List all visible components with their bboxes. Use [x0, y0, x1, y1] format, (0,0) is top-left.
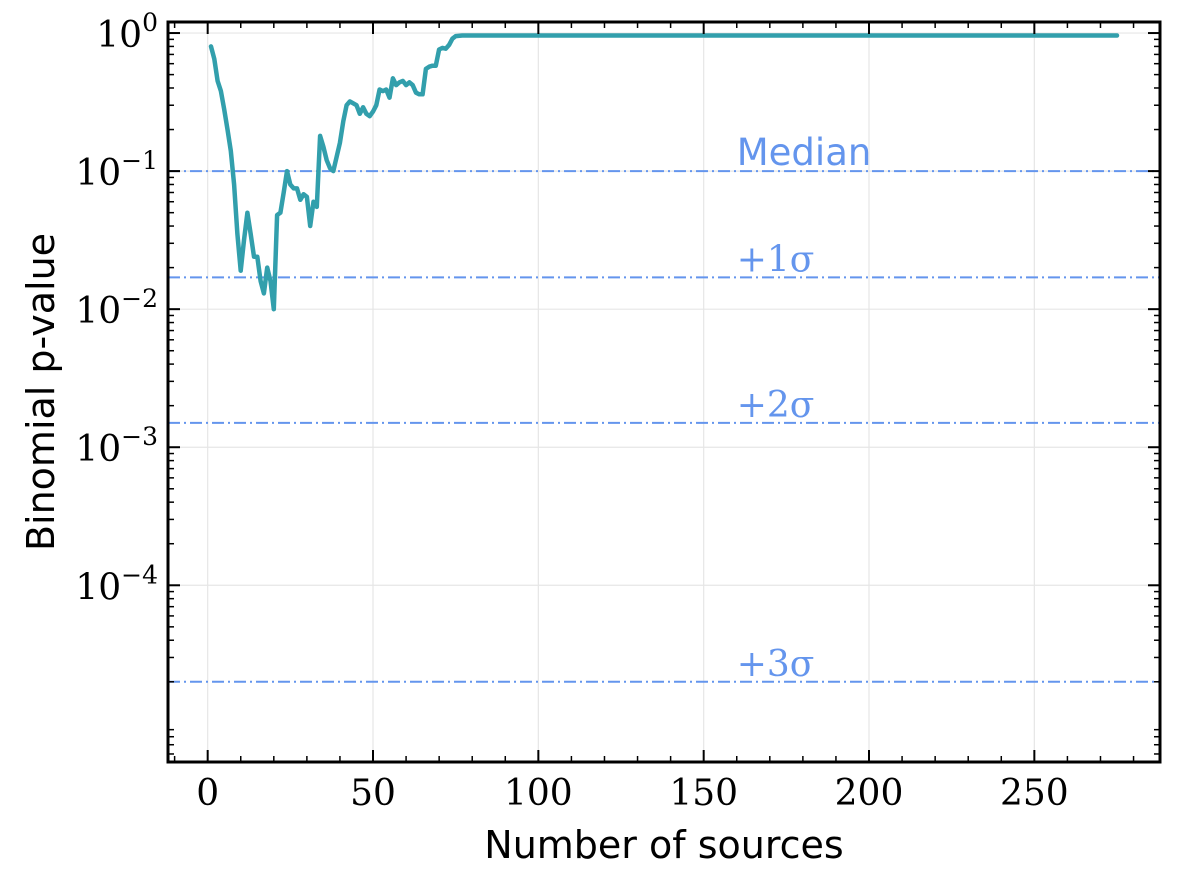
x-axis-title: Number of sources [484, 823, 843, 867]
y-axis-title: Binomial p-value [19, 233, 63, 551]
y-tick-exponent: 0 [142, 8, 158, 37]
reference-lines: Median +1σ +2σ +3σ [168, 131, 1160, 685]
series-line [208, 33, 1120, 312]
y-tick-label: 100 [96, 8, 158, 56]
y-tick-label: 10−3 [75, 422, 158, 470]
y-tick-exponent: −1 [121, 146, 158, 175]
plot-frame [166, 20, 1162, 764]
y-tick-base: 10 [75, 153, 121, 194]
y-tick-label: 10−4 [75, 560, 158, 608]
x-tick-label: 250 [1000, 773, 1069, 814]
y-tick-label: 10−1 [75, 146, 158, 194]
grid [168, 22, 1160, 762]
y-tick-base: 10 [75, 291, 121, 332]
y-tick-label: 10−2 [75, 284, 158, 332]
ticks [168, 22, 1160, 762]
x-tick-label: 50 [350, 773, 396, 814]
y-tick-exponent: −3 [121, 422, 158, 451]
x-tick-label: 150 [669, 773, 738, 814]
y-tick-base: 10 [75, 429, 121, 470]
series-layer [208, 33, 1120, 312]
x-tick-label: 0 [196, 773, 219, 814]
reference-label: +3σ [737, 644, 815, 685]
y-tick-base: 10 [96, 15, 142, 56]
y-tick-exponent: −4 [121, 560, 158, 589]
x-tick-label: 200 [835, 773, 904, 814]
reference-label: +1σ [737, 239, 815, 280]
y-tick-exponent: −2 [121, 284, 158, 313]
y-tick-base: 10 [75, 567, 121, 608]
x-tick-label: 100 [504, 773, 573, 814]
reference-label: Median [737, 131, 872, 174]
reference-label: +2σ [737, 385, 815, 426]
